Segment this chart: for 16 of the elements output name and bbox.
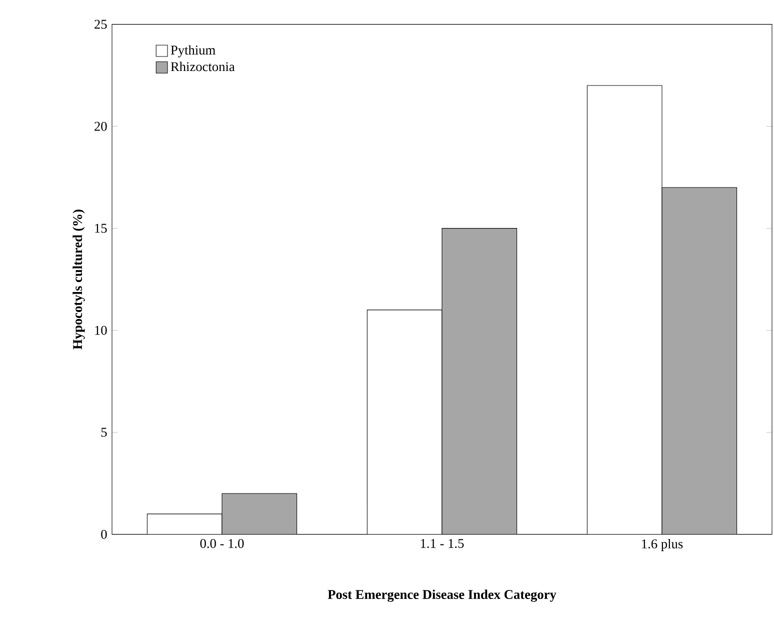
y-tick-label: 25 bbox=[94, 20, 107, 29]
legend-label: Pythium bbox=[170, 45, 216, 58]
y-tick-label: 0 bbox=[101, 530, 107, 539]
y-tick-label: 5 bbox=[101, 428, 107, 437]
y-axis-title: Hypocotyls cultured (%) bbox=[72, 210, 85, 350]
bar bbox=[222, 493, 298, 534]
legend-label: Rhizoctonia bbox=[170, 62, 235, 72]
x-tick-label: 0.0 - 1.0 bbox=[200, 539, 244, 548]
bar bbox=[662, 187, 738, 534]
x-tick-label: 1.1 - 1.5 bbox=[420, 539, 464, 548]
bar bbox=[442, 228, 518, 534]
x-tick-label: 1.6 plus bbox=[642, 539, 683, 552]
y-tick-label: 20 bbox=[94, 122, 107, 131]
y-tick-label: 10 bbox=[95, 326, 107, 335]
x-axis-title: Post Emergence Disease Index Category bbox=[328, 590, 556, 602]
y-tick-label: 15 bbox=[95, 224, 107, 233]
